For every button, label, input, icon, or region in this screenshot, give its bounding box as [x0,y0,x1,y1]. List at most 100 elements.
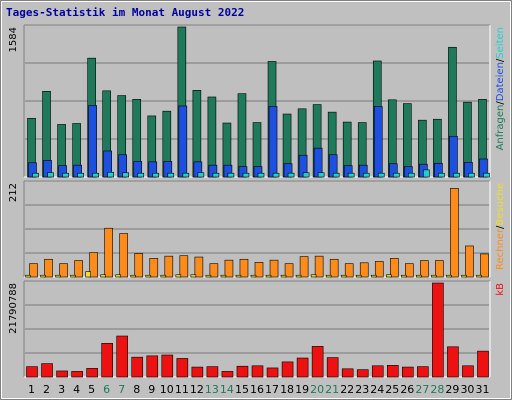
bar-seiten-day-30 [468,172,475,178]
bar-seiten-day-7 [122,172,130,178]
bar-anfragen-day-26 [403,103,412,178]
bar-rechner-day-29 [450,188,459,278]
bar-rechner-day-12 [194,256,204,278]
bar-kb-day-30 [462,365,474,378]
bar-besuche-day-15 [235,274,242,278]
bar-kb-day-25 [386,365,399,378]
bar-rechner-day-1 [29,263,38,278]
bar-kb-day-20 [311,346,324,378]
bar-rechner-day-14 [224,259,234,278]
bar-besuche-day-25 [385,274,392,278]
bar-seiten-day-8 [137,172,145,178]
bar-rechner-day-13 [209,263,219,278]
bar-kb-day-19 [296,357,309,378]
x-tick-label-9: 9 [148,383,155,396]
bar-rechner-day-17 [269,259,279,278]
legend-entry: Seiten [495,27,506,59]
bar-rechner-day-25 [389,258,399,278]
bar-besuche-day-18 [280,274,287,278]
bar-rechner-day-3 [59,263,68,278]
bar-seiten-day-25 [392,172,400,178]
x-tick-label-29: 29 [445,383,459,396]
bar-besuche-day-2 [40,274,46,278]
x-tick-label-14: 14 [220,383,234,396]
bar-rechner-day-27 [420,260,429,278]
panel-traffic: 21790788 kB [8,280,506,378]
legend-entry: Rechner [495,228,506,270]
bar-rechner-day-28 [435,260,444,278]
bar-rechner-day-8 [134,253,144,278]
legend-entry: Dateien [495,62,506,101]
bar-besuche-day-10 [160,274,167,278]
bar-anfragen-day-15 [237,93,247,178]
bar-seiten-day-27 [423,169,430,178]
bar-rechner-day-7 [119,233,129,278]
bar-besuche-day-26 [401,274,407,278]
bar-besuche-day-29 [446,274,452,278]
bar-seiten-day-21 [332,172,340,178]
bar-seiten-day-23 [362,172,370,178]
x-tick-label-24: 24 [370,383,384,396]
bar-rechner-day-15 [239,258,249,278]
bar-kb-day-13 [206,366,219,378]
bar-seiten-day-29 [453,172,460,178]
bar-dateien-day-29 [449,135,458,178]
bar-besuche-day-1 [25,274,31,278]
bar-besuche-day-11 [175,274,182,278]
bar-seiten-day-1 [32,172,39,178]
x-tick-label-10: 10 [160,383,174,396]
bar-besuche-day-23 [355,274,362,278]
bar-kb-day-1 [26,366,38,378]
x-tick-label-21: 21 [325,383,339,396]
bar-seiten-day-18 [287,172,295,178]
series-legend: kB [495,283,506,296]
x-tick-label-19: 19 [295,383,309,396]
bar-seiten-day-6 [107,171,114,178]
bar-kb-day-31 [477,350,489,378]
x-tick-label-22: 22 [340,383,354,396]
x-tick-label-4: 4 [73,383,80,396]
bar-besuche-day-21 [325,274,332,278]
bar-besuche-day-31 [476,274,482,278]
bar-kb-day-26 [402,366,414,378]
x-tick-label-3: 3 [58,383,65,396]
x-tick-label-17: 17 [265,383,279,396]
bar-seiten-day-24 [377,172,385,178]
bar-kb-day-4 [71,371,83,378]
bar-seiten-day-20 [317,172,325,178]
y-max-label: 21790788 [8,283,19,334]
bar-besuche-day-27 [416,274,422,278]
bar-rechner-day-24 [374,261,384,278]
bar-kb-day-28 [432,282,444,378]
bar-kb-day-6 [101,343,113,378]
x-tick-label-2: 2 [43,383,50,396]
x-tick-label-7: 7 [118,383,125,396]
bar-rechner-day-19 [299,256,309,278]
bar-kb-day-3 [56,370,68,378]
bar-seiten-day-28 [438,172,445,178]
bar-besuche-day-16 [250,274,257,278]
bar-seiten-day-4 [77,172,84,178]
bar-rechner-day-23 [359,262,369,278]
x-tick-label-27: 27 [415,383,429,396]
bar-rechner-day-10 [164,255,174,278]
x-tick-label-15: 15 [235,383,249,396]
bar-seiten-day-12 [197,172,205,178]
bar-besuche-day-30 [461,274,467,278]
bar-kb-day-2 [41,363,53,378]
bar-seiten-day-31 [483,172,490,178]
bar-besuche-day-6 [100,274,106,278]
legend-entry: / [495,58,506,62]
bar-besuche-day-19 [295,274,302,278]
bar-rechner-day-9 [149,258,159,278]
chart-title: Tages-Statistik im Monat August 2022 [6,6,245,19]
bar-rechner-day-5 [89,252,98,278]
x-tick-label-5: 5 [88,383,95,396]
x-tick-label-12: 12 [190,383,204,396]
bar-seiten-day-2 [47,172,54,178]
x-tick-label-26: 26 [400,383,414,396]
bar-seiten-day-16 [257,172,265,178]
bar-kb-day-21 [326,357,339,378]
bar-rechner-day-18 [284,263,294,278]
